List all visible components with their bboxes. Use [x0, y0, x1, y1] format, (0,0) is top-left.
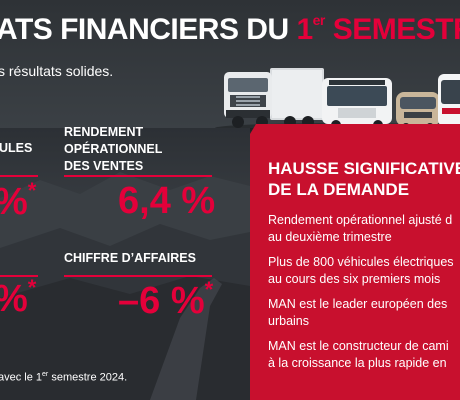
demand-item-line1: MAN est le leader européen des — [268, 297, 448, 311]
truck-image — [224, 68, 324, 128]
coach-image — [438, 74, 460, 126]
demand-heading-line2: DE LA DEMANDE — [268, 180, 410, 199]
kpi-star-left-bottom: * — [27, 275, 37, 300]
demand-item-line2: à la croissance la plus rapide en — [268, 356, 447, 370]
kpi-value-left-top-text: % — [0, 181, 28, 223]
kpi-value-revenue: –6 %* — [118, 277, 213, 323]
kpi-star-revenue: * — [204, 277, 214, 302]
footnote: avec le 1er semestre 2024. — [0, 371, 127, 384]
demand-item: Plus de 800 véhicules électriques au cou… — [268, 254, 454, 288]
demand-item-line2: urbains — [268, 314, 309, 328]
kpi-rule-right-top — [64, 175, 212, 177]
kpi-value-operating-return: 6,4 % — [118, 180, 216, 222]
demand-item: MAN est le leader européen des urbains — [268, 296, 447, 330]
kpi-label-vehicles: ULES — [0, 141, 33, 155]
demand-heading: HAUSSE SIGNIFICATIVE DE LA DEMANDE — [268, 158, 460, 200]
title-number: 1 — [296, 13, 313, 46]
page-subtitle: s résultats solides. — [0, 63, 114, 79]
kpi-value-left-bottom: %* — [0, 275, 36, 321]
landscape-graphic — [0, 172, 250, 400]
kpi-rule-right-bottom — [64, 275, 212, 277]
kpi-rule-left-top — [0, 175, 38, 177]
kpi-label-line2: OPÉRATIONNEL — [64, 142, 163, 156]
kpi-star-left-top: * — [27, 178, 37, 203]
demand-item-line2: au cours des six premiers mois — [268, 272, 441, 286]
bus-image — [322, 78, 392, 130]
kpi-label-line1: RENDEMENT — [64, 125, 144, 139]
page-title: ATS FINANCIERS DU 1er SEMESTR — [0, 12, 460, 47]
demand-item: MAN est le constructeur de cami à la cro… — [268, 338, 449, 372]
vehicles-illustration — [215, 68, 460, 132]
demand-heading-line1: HAUSSE SIGNIFICATIVE — [268, 159, 460, 178]
demand-item-line1: Rendement opérationnel ajusté d — [268, 213, 453, 227]
kpi-rule-left-bottom — [0, 275, 38, 277]
title-main: ATS FINANCIERS DU — [0, 13, 297, 46]
title-superscript: er — [312, 12, 326, 28]
kpi-label-revenue: CHIFFRE D’AFFAIRES — [64, 251, 196, 265]
kpi-value-left-top: %* — [0, 178, 36, 224]
kpi-value-left-bottom-text: % — [0, 278, 28, 320]
footnote-post: semestre 2024. — [48, 371, 128, 384]
demand-item-line1: MAN est le constructeur de cami — [268, 339, 449, 353]
kpi-label-operating-return: RENDEMENT OPÉRATIONNEL DES VENTES — [64, 124, 162, 175]
demand-item-line2: au deuxième trimestre — [268, 230, 392, 244]
demand-item-line1: Plus de 800 véhicules électriques — [268, 255, 454, 269]
footnote-sup: er — [42, 371, 49, 378]
title-red: 1er SEMESTR — [296, 12, 460, 46]
footnote-pre: avec le 1 — [0, 371, 43, 384]
kpi-label-line3: DES VENTES — [64, 159, 144, 173]
landscape-panel — [0, 128, 250, 400]
title-tail: SEMESTR — [324, 13, 460, 46]
demand-item: Rendement opérationnel ajusté d au deuxi… — [268, 212, 452, 246]
kpi-value-revenue-text: –6 % — [118, 280, 205, 322]
demand-panel — [250, 124, 460, 400]
